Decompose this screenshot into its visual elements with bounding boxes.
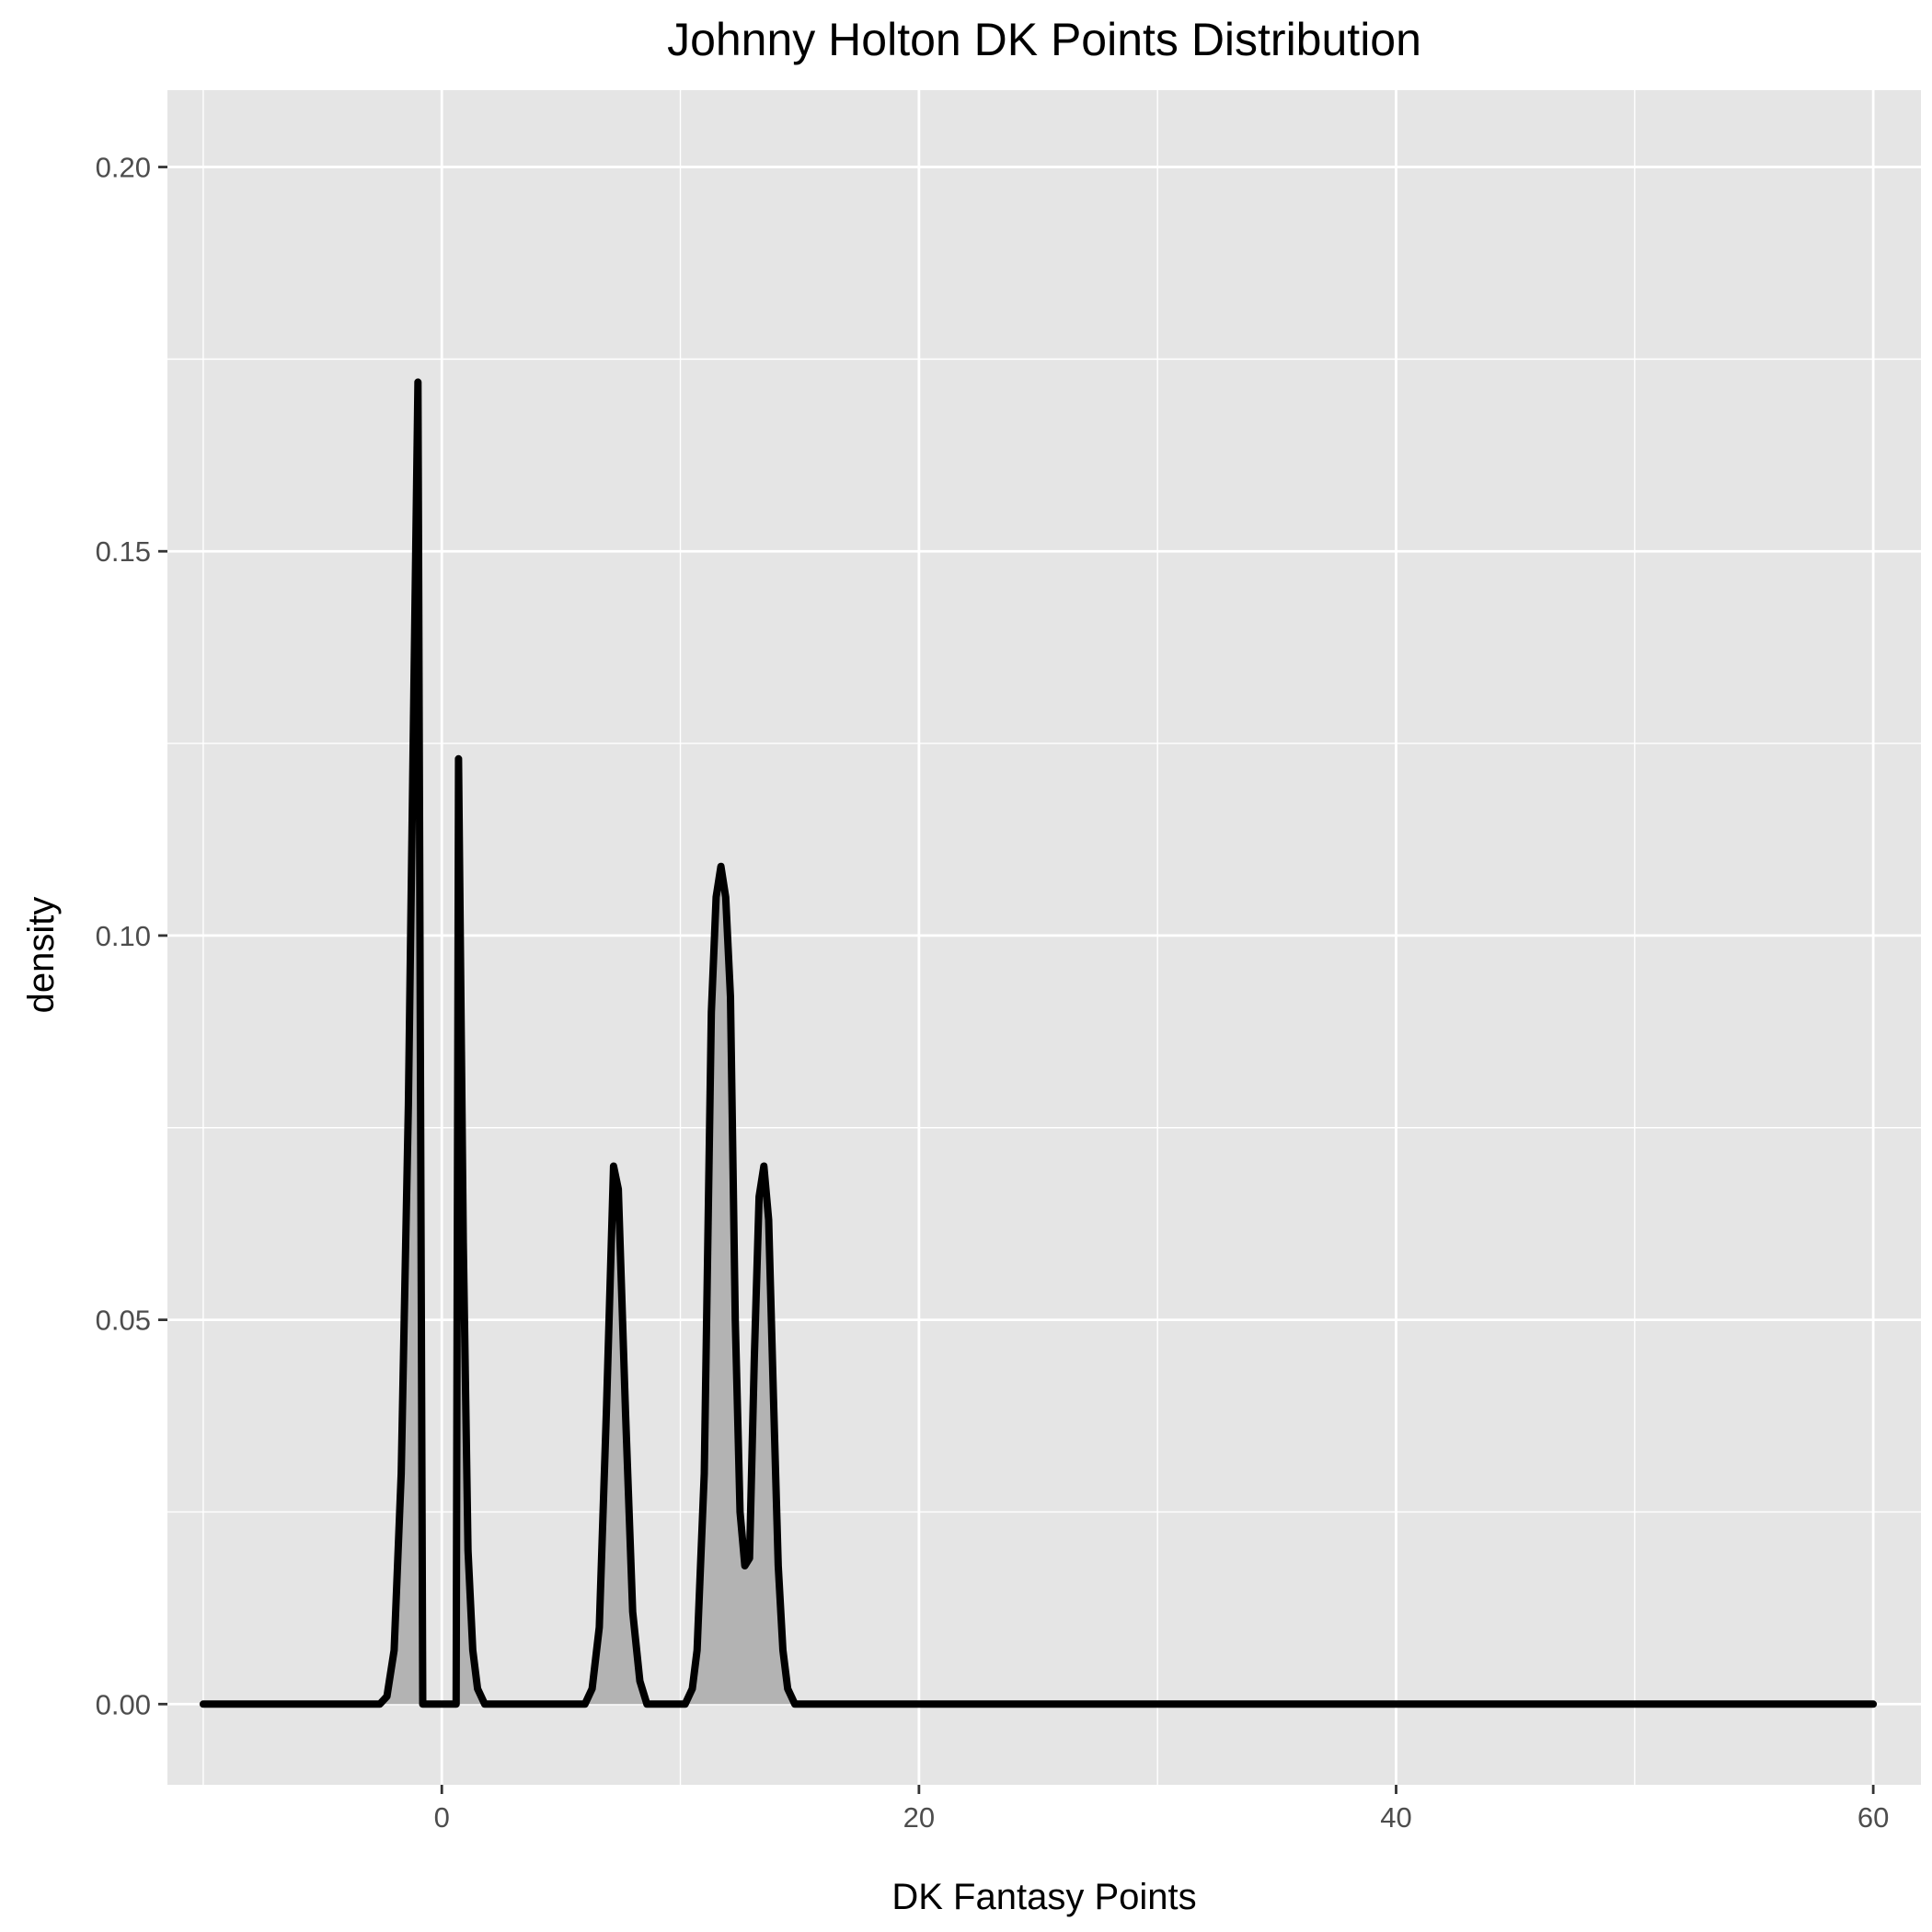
- minor-gridlines: [167, 90, 1921, 1785]
- x-tick-label: 40: [1380, 1801, 1411, 1834]
- density-line: [199, 378, 1878, 1708]
- plot-panel: [167, 90, 1921, 1785]
- y-axis-title: density: [21, 897, 62, 1014]
- x-axis: 0 20 40 60: [434, 1785, 1889, 1834]
- x-tick-label: 0: [434, 1801, 450, 1834]
- y-tick-label: 0.05: [96, 1305, 151, 1337]
- x-tick-label: 60: [1857, 1801, 1889, 1834]
- y-tick-label: 0.15: [96, 535, 151, 568]
- major-gridlines: [167, 90, 1921, 1785]
- y-tick-label: 0.10: [96, 920, 151, 952]
- chart-title: Johnny Holton DK Points Distribution: [667, 14, 1421, 65]
- x-axis-title: DK Fantasy Points: [891, 1877, 1196, 1917]
- y-axis: 0.00 0.05 0.10 0.15 0.20: [96, 152, 167, 1720]
- y-tick-label: 0.20: [96, 152, 151, 184]
- y-tick-label: 0.00: [96, 1688, 151, 1720]
- x-tick-label: 20: [903, 1801, 935, 1834]
